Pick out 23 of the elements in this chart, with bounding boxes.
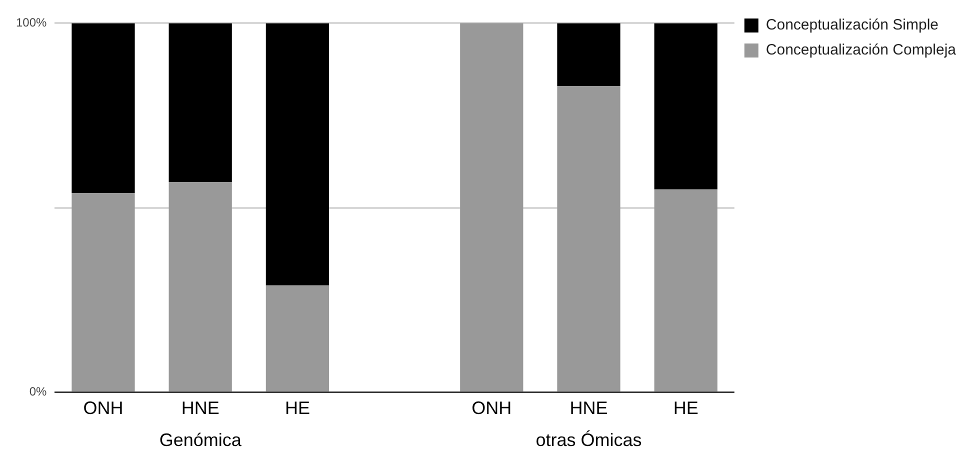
bar: [168, 23, 232, 182]
x-tick-label: ONH: [472, 398, 512, 418]
bar: [654, 189, 718, 392]
x-tick-label: HE: [284, 398, 310, 418]
bar: [557, 23, 620, 86]
text: otras Ómicas: [536, 430, 642, 450]
bar: [266, 23, 329, 286]
text: Genómica: [159, 430, 242, 450]
x-tick-label: HNE: [570, 398, 608, 418]
y-tick-label: 0%: [29, 384, 48, 399]
bar: [168, 182, 232, 392]
bar: [460, 23, 524, 392]
legend-label: Conceptualización Compleja: [766, 42, 957, 59]
x-tick-label: ONH: [83, 398, 124, 418]
x-tick-label: HE: [673, 398, 698, 418]
bar: [266, 285, 329, 392]
bar: [557, 86, 620, 392]
bar: [654, 23, 718, 190]
bar: [72, 23, 135, 194]
x-tick-label: HNE: [181, 398, 220, 418]
bar: [72, 193, 135, 392]
legend-label: Conceptualización Simple: [766, 16, 938, 34]
y-tick-label: 100%: [16, 16, 48, 30]
